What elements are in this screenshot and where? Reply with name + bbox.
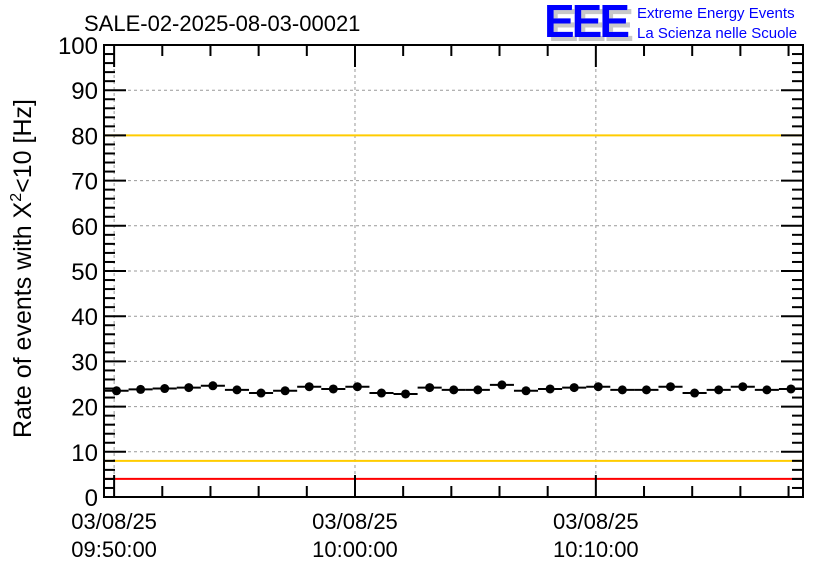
- x-tick-time: 10:10:00: [553, 537, 639, 562]
- y-tick-label: 0: [85, 485, 98, 512]
- y-tick-label: 100: [58, 33, 98, 60]
- y-tick-label: 40: [71, 304, 98, 331]
- x-tick-date: 03/08/25: [71, 509, 157, 534]
- data-point: [352, 382, 362, 392]
- data-point: [449, 385, 459, 395]
- logo-line2: La Scienza nelle Scuole: [637, 25, 797, 42]
- y-tick-label: 30: [71, 349, 98, 376]
- y-axis-label: Rate of events with X2<10 [Hz]: [8, 99, 37, 438]
- data-point: [641, 385, 651, 395]
- data-point: [328, 384, 338, 394]
- data-point: [762, 385, 772, 395]
- chart-title: SALE-02-2025-08-03-00021: [84, 11, 360, 36]
- data-point: [184, 383, 194, 393]
- data-point: [714, 385, 724, 395]
- data-point: [232, 385, 242, 395]
- data-point: [690, 388, 700, 398]
- data-point: [666, 382, 676, 392]
- x-tick-date: 03/08/25: [312, 509, 398, 534]
- y-tick-label: 90: [71, 78, 98, 105]
- y-tick-label: 10: [71, 440, 98, 467]
- data-point: [497, 380, 507, 390]
- y-tick-label: 50: [71, 259, 98, 286]
- data-point: [545, 384, 555, 394]
- y-tick-label: 80: [71, 123, 98, 150]
- x-tick-time: 09:50:00: [71, 537, 157, 562]
- data-point: [521, 386, 531, 396]
- eee-logo: EEE Extreme Energy Events La Scienza nel…: [544, 0, 797, 47]
- x-tick-date: 03/08/25: [553, 509, 639, 534]
- data-point: [160, 384, 170, 394]
- data-point: [569, 383, 579, 393]
- data-point: [376, 388, 386, 398]
- data-point: [473, 385, 483, 395]
- logo-letters: EEE: [544, 0, 628, 47]
- data-point: [401, 389, 411, 399]
- logo-line1: Extreme Energy Events: [637, 5, 795, 22]
- data-point: [425, 383, 435, 393]
- data-point: [136, 384, 146, 394]
- data-point: [738, 382, 748, 392]
- data-point: [280, 386, 290, 396]
- y-tick-label: 70: [71, 169, 98, 196]
- y-tick-label: 20: [71, 395, 98, 422]
- data-point: [786, 384, 796, 394]
- data-point: [304, 382, 314, 392]
- data-point: [593, 382, 603, 392]
- data-point: [208, 381, 218, 391]
- y-tick-label: 60: [71, 214, 98, 241]
- x-tick-time: 10:00:00: [312, 537, 398, 562]
- data-point: [256, 388, 266, 398]
- data-point: [617, 385, 627, 395]
